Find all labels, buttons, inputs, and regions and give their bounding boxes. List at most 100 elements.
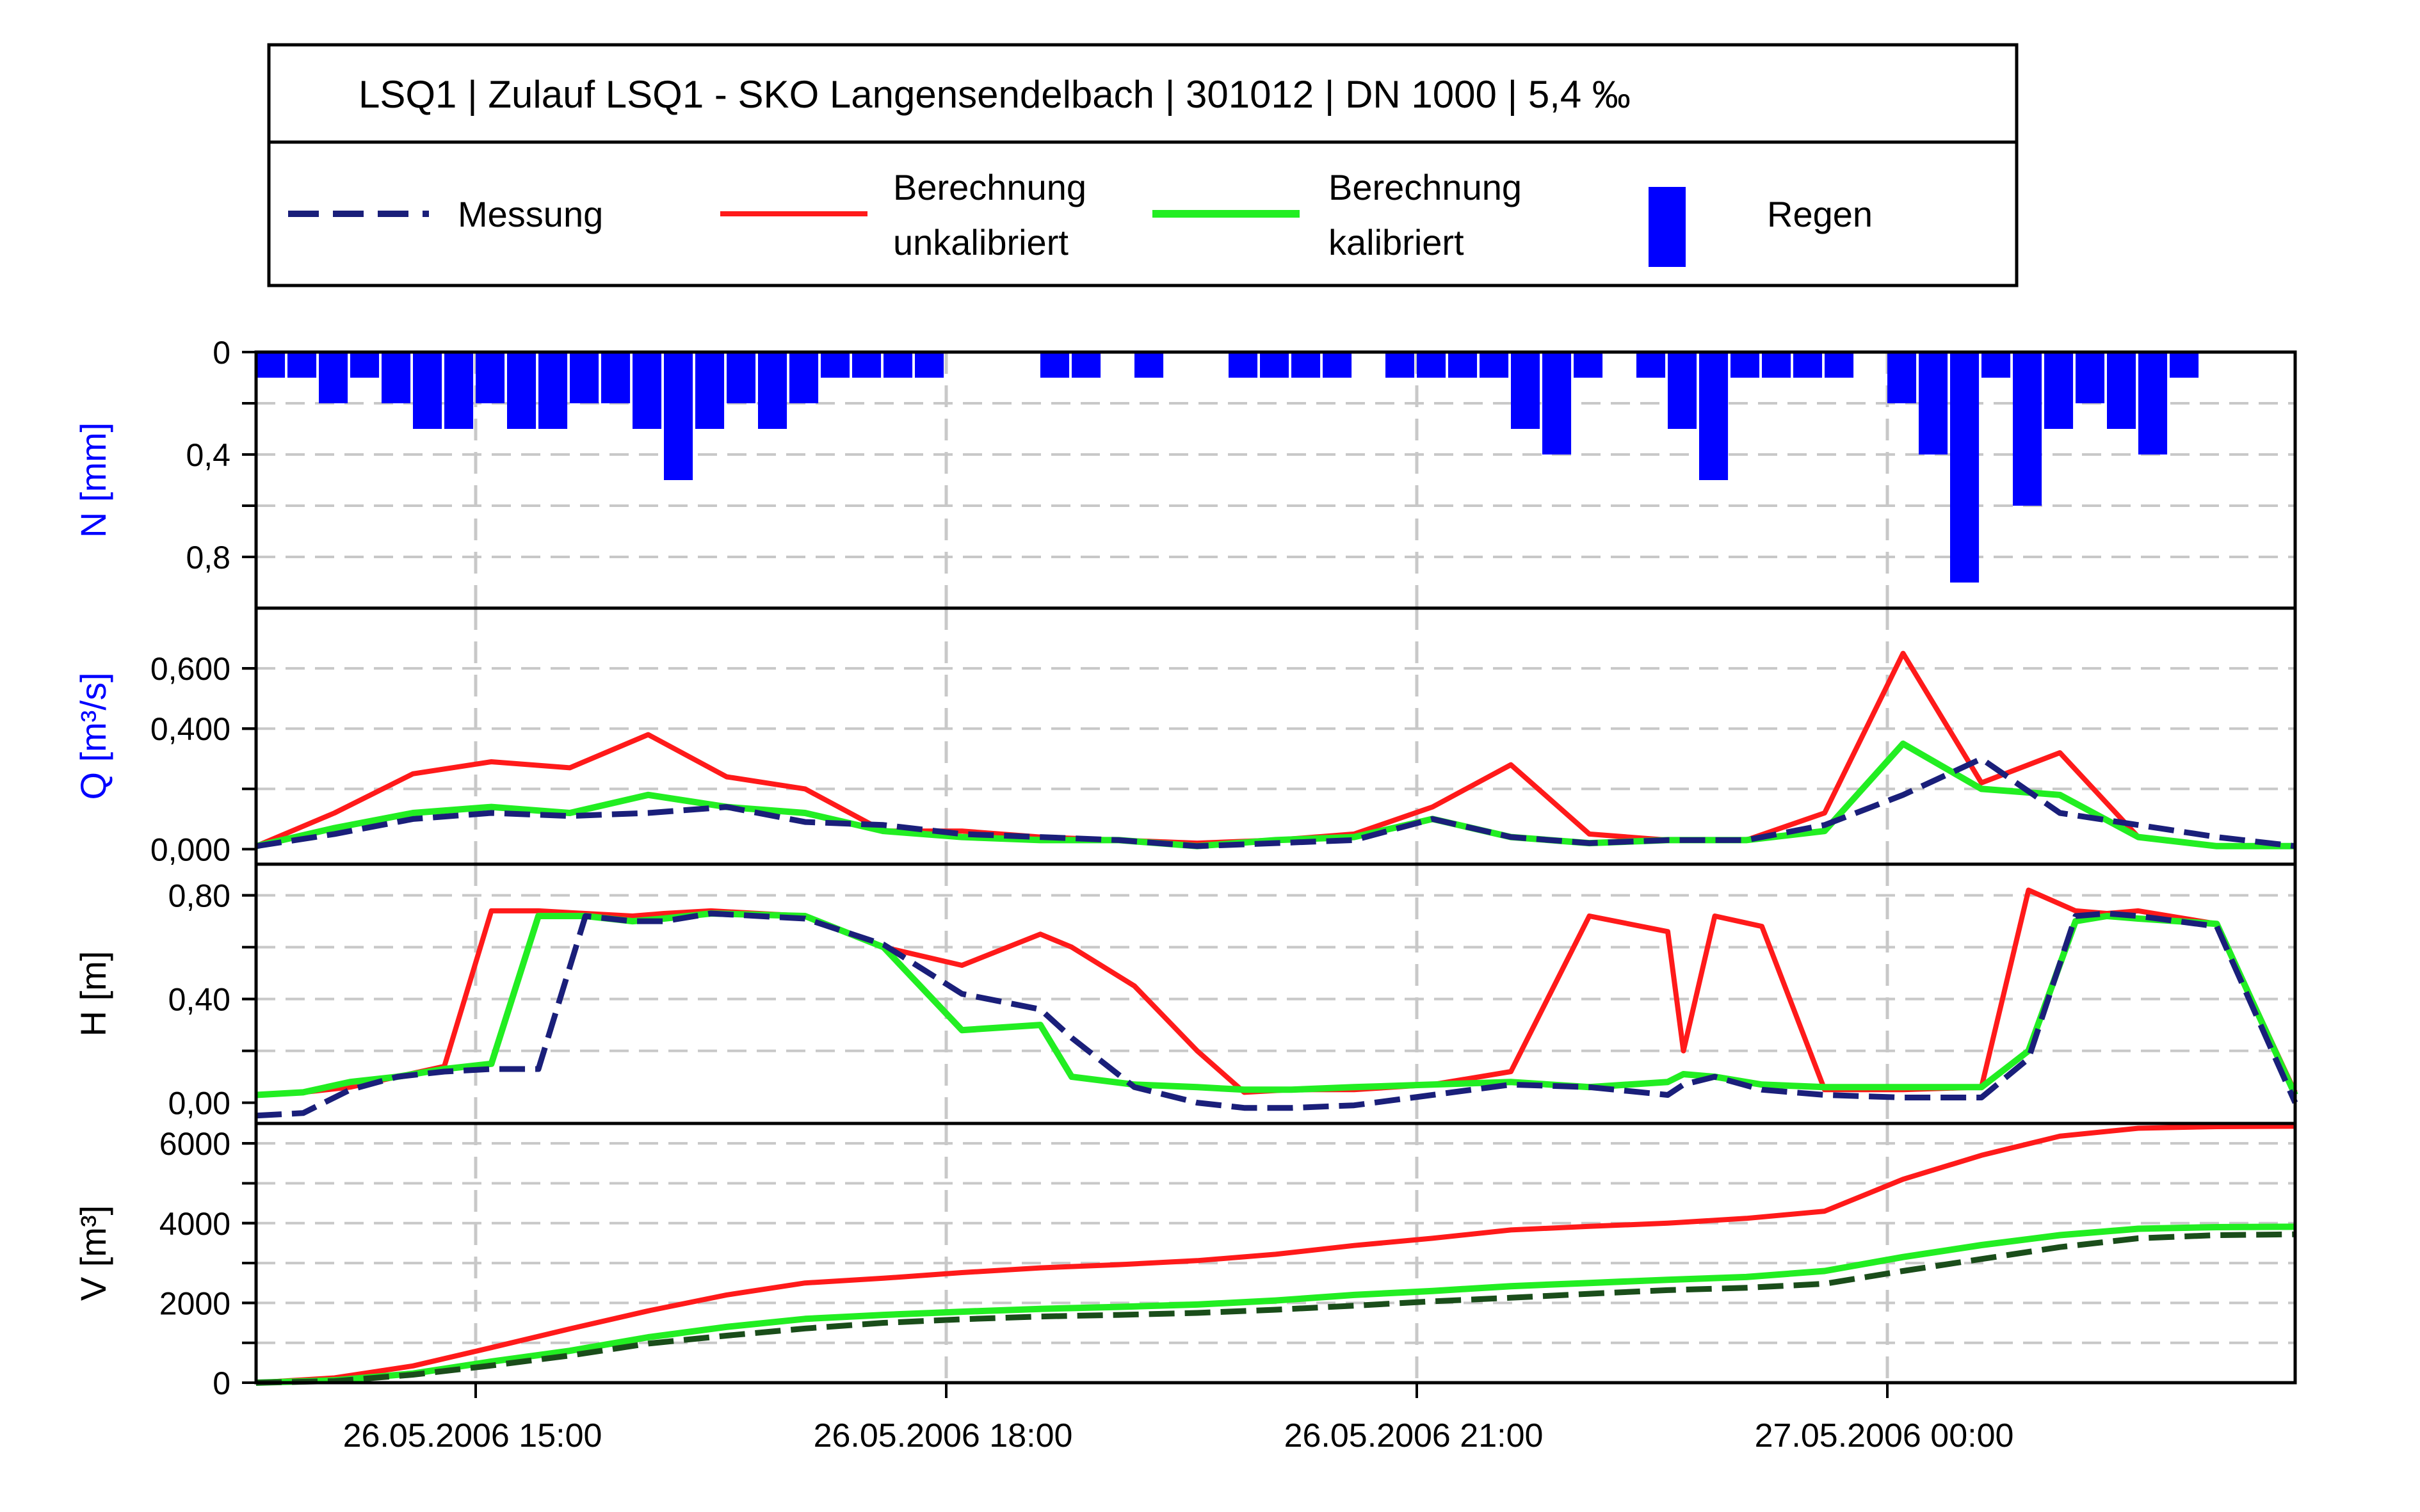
rain-bar <box>1699 352 1729 480</box>
rain-bar <box>758 352 787 429</box>
series-line-berechnung-unkalibriert <box>255 1123 2296 1385</box>
rain-bar <box>1260 352 1289 378</box>
rain-bar <box>538 352 568 429</box>
rain-bar <box>1385 352 1415 378</box>
rain-bar <box>507 352 536 429</box>
legend-label-unkalibriert-2: unkalibriert <box>893 222 1069 262</box>
rain-bar <box>2138 352 2168 454</box>
panel-volume: 0 2000 4000 6000 V [m³] <box>73 1122 2297 1401</box>
series-line-berechnung-kalibriert <box>255 910 2298 1098</box>
rain-bar <box>476 352 505 403</box>
rain-bar <box>1730 352 1760 378</box>
y-tick-label: 0,000 <box>150 832 230 867</box>
rain-bar <box>1668 352 1697 429</box>
rain-bar <box>1417 352 1446 378</box>
chart-panels: 0 0,4 0,8 N [mm] 0,000 0,40 0 0,600 Q [m³/s] 0,00… <box>73 335 2298 1454</box>
y-tick-label: 0,600 <box>150 651 230 687</box>
series-line-messung <box>255 1231 2296 1386</box>
y-tick-label: 0,80 <box>168 878 230 914</box>
y-tick-label: 4000 <box>159 1206 230 1242</box>
x-tick-label: 26.05.2006 15:00 <box>343 1417 602 1454</box>
rain-bar <box>1636 352 1666 378</box>
legend-label-unkalibriert-1: Berechnung <box>893 167 1086 207</box>
header-box: LSQ1 | Zulauf LSQ1 - SKO Langensendelbac… <box>267 43 2019 287</box>
series-line-berechnung-kalibriert <box>255 740 2295 849</box>
rain-bar <box>727 352 756 403</box>
rain-bar <box>413 352 442 429</box>
rain-bar <box>1072 352 1101 378</box>
rain-bar <box>1229 352 1258 378</box>
rain-bar <box>350 352 380 378</box>
rain-bar <box>695 352 725 429</box>
rain-bar <box>287 352 317 378</box>
rain-bar <box>852 352 882 378</box>
rain-bar <box>1134 352 1164 378</box>
rain-bar <box>1480 352 1509 378</box>
rain-bar <box>1825 352 1854 378</box>
rain-bar <box>382 352 411 403</box>
rain-bar <box>570 352 599 403</box>
y-tick-label: 0 <box>213 335 230 371</box>
y-axis-label: V [m³] <box>73 1205 113 1301</box>
rain-bar <box>1793 352 1823 378</box>
y-tick-label: 0,4 <box>186 437 230 473</box>
rain-bar <box>256 352 286 378</box>
rain-bar <box>2170 352 2199 378</box>
panel-rain: 0 0,4 0,8 N [mm] <box>73 335 2297 610</box>
series-line-berechnung-kalibriert <box>255 1223 2296 1386</box>
rain-bar <box>1981 352 2011 378</box>
rain-bar <box>664 352 693 480</box>
y-axis-label: H [m] <box>73 951 113 1037</box>
rain-bar <box>1574 352 1603 378</box>
rain-bar <box>633 352 662 429</box>
rain-bar <box>1762 352 1791 378</box>
y-tick-label: 0,00 <box>168 1086 230 1122</box>
rain-bar <box>2076 352 2105 403</box>
rain-bar <box>1040 352 1070 378</box>
x-axis: 26.05.2006 15:00 26.05.2006 18:00 26.05.20… <box>343 1383 2014 1454</box>
rain-bar <box>1542 352 1572 454</box>
x-tick-label: 26.05.2006 18:00 <box>814 1417 1073 1454</box>
y-tick-label: 0,40 <box>168 982 230 1018</box>
rain-bar <box>1291 352 1321 378</box>
rain-bar <box>915 352 944 378</box>
rain-bar <box>821 352 850 378</box>
figure-title: LSQ1 | Zulauf LSQ1 - SKO Langensendelbac… <box>359 73 1631 116</box>
rain-bar <box>2044 352 2074 429</box>
rain-bar <box>1323 352 1352 378</box>
rain-bar <box>444 352 474 429</box>
y-axis-label: N [mm] <box>73 422 113 538</box>
y-axis-label: Q [m³/s] <box>73 672 113 800</box>
y-tick-label: 0 <box>213 1365 230 1401</box>
panel-frame <box>254 606 2297 866</box>
panel-height: 0,00 0,40 0,80 H [m] <box>73 862 2298 1125</box>
legend-label-regen: Regen <box>1767 194 1873 234</box>
series-line-messung <box>255 755 2296 849</box>
legend-item-regen: Regen <box>1649 187 1873 267</box>
rain-bar <box>789 352 819 403</box>
rain-bar <box>1919 352 1948 454</box>
panel-frame <box>254 1122 2297 1385</box>
panel-flow: 0,000 0,400 0,600 Q [m³/s] <box>73 606 2297 867</box>
y-tick-label: 6000 <box>159 1126 230 1162</box>
rain-bar <box>883 352 913 378</box>
y-tick-label: 0,8 <box>186 540 230 575</box>
rain-bar <box>1887 352 1917 403</box>
rain-bar <box>1950 352 1980 583</box>
rain-bar <box>2107 352 2136 429</box>
series-line-messung <box>255 910 2298 1119</box>
rain-bar <box>2013 352 2042 506</box>
legend: Messung Berechnung unkalibriert Berechnu… <box>288 167 1873 267</box>
legend-item-messung: Messung <box>288 194 603 234</box>
y-tick-label: 2000 <box>159 1285 230 1321</box>
rain-bar <box>1511 352 1540 429</box>
rain-bar <box>1448 352 1478 378</box>
x-tick-label: 26.05.2006 21:00 <box>1284 1417 1544 1454</box>
x-tick-label: 27.05.2006 00:00 <box>1755 1417 2014 1454</box>
legend-swatch-regen <box>1649 187 1686 267</box>
legend-label-kalibriert-1: Berechnung <box>1328 167 1522 207</box>
legend-label-messung: Messung <box>458 194 603 234</box>
legend-label-kalibriert-2: kalibriert <box>1328 222 1464 262</box>
legend-item-kalibriert: Berechnung kalibriert <box>1152 167 1522 262</box>
